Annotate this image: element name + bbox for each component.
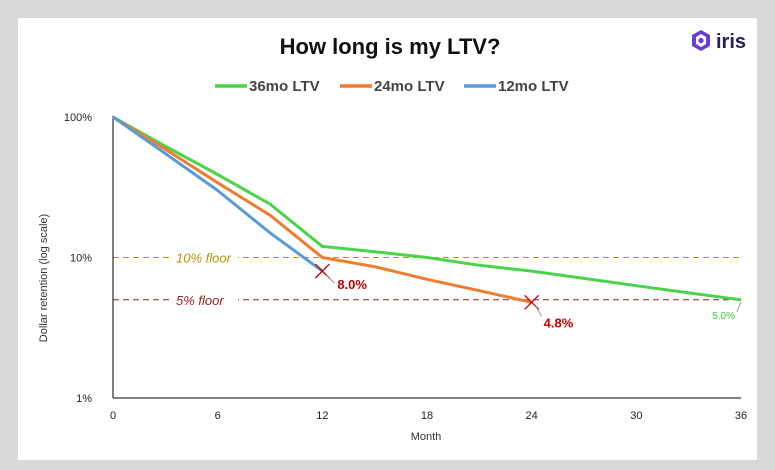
x-tick-label: 12 [316,410,328,422]
brand-logo: iris [692,30,746,53]
legend-label: 12mo LTV [498,78,569,95]
y-tick-label: 10% [70,253,92,265]
series-line [112,115,742,302]
y-axis-label: Dollar retention (log scale) [38,214,50,342]
x-tick-label: 6 [215,410,221,422]
chart-frame: How long is my LTV? iris 36mo LTV 24mo LT… [18,18,757,460]
series-lines [112,115,742,304]
brand-name: iris [716,31,746,53]
end-value-label: 5.0% [712,311,735,322]
legend: 36mo LTV 24mo LTV 12mo LTV [215,78,569,95]
legend-label: 36mo LTV [249,78,320,95]
floor-label: 5% floor [176,293,224,308]
series-line [112,115,533,304]
x-axis-label: Month [411,431,442,443]
annotations: 8.0% 4.8% 5.0% [314,263,742,330]
x-tick-label: 0 [110,410,116,422]
y-tick-label: 100% [64,112,92,124]
x-tick-label: 18 [421,410,433,422]
x-tick-label: 30 [630,410,642,422]
axes: 0 6 12 18 24 30 36 100% 10% 1% [64,112,747,422]
x-tick-label: 24 [526,410,538,422]
x-tick-label: 36 [735,410,747,422]
callout-leader [535,306,543,317]
floor-label-bg [172,248,238,267]
hexagon-logo-icon [692,30,710,51]
legend-label: 24mo LTV [374,78,445,95]
series-line [112,115,324,273]
callout-leader [325,274,335,284]
floor-label: 10% floor [176,251,232,266]
ltv-chart: How long is my LTV? iris 36mo LTV 24mo LT… [38,30,747,443]
floor-label-bg [172,290,238,309]
callout-leader [736,301,742,312]
callout-label: 4.8% [544,315,574,330]
x-marker [524,294,540,310]
callout-label: 8.0% [337,277,367,292]
x-marker [314,263,330,279]
chart-title: How long is my LTV? [280,34,501,59]
y-tick-label: 1% [76,393,92,405]
reference-lines: 10% floor 5% floor [113,248,741,309]
